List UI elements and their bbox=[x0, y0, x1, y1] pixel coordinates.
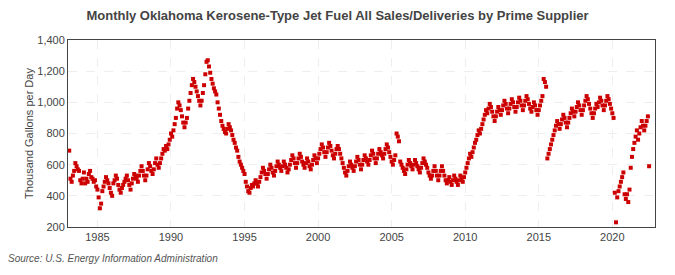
svg-text:200: 200 bbox=[46, 221, 64, 233]
svg-text:1,000: 1,000 bbox=[37, 96, 65, 108]
svg-text:2005: 2005 bbox=[379, 231, 403, 243]
svg-text:2015: 2015 bbox=[527, 231, 551, 243]
svg-text:1990: 1990 bbox=[159, 231, 183, 243]
svg-text:2010: 2010 bbox=[453, 231, 477, 243]
svg-text:400: 400 bbox=[46, 190, 64, 202]
svg-text:800: 800 bbox=[46, 127, 64, 139]
svg-text:1,400: 1,400 bbox=[37, 34, 65, 46]
svg-text:Thousand Gallons per Day: Thousand Gallons per Day bbox=[23, 68, 35, 199]
svg-text:2020: 2020 bbox=[600, 231, 624, 243]
svg-text:1985: 1985 bbox=[85, 231, 109, 243]
svg-text:Monthly Oklahoma Kerosene-Type: Monthly Oklahoma Kerosene-Type Jet Fuel … bbox=[86, 8, 588, 23]
svg-text:2000: 2000 bbox=[306, 231, 330, 243]
svg-text:600: 600 bbox=[46, 159, 64, 171]
svg-text:1995: 1995 bbox=[232, 231, 256, 243]
svg-text:1,200: 1,200 bbox=[37, 65, 65, 77]
svg-text:Source: U.S. Energy Informatio: Source: U.S. Energy Information Administ… bbox=[8, 253, 218, 264]
